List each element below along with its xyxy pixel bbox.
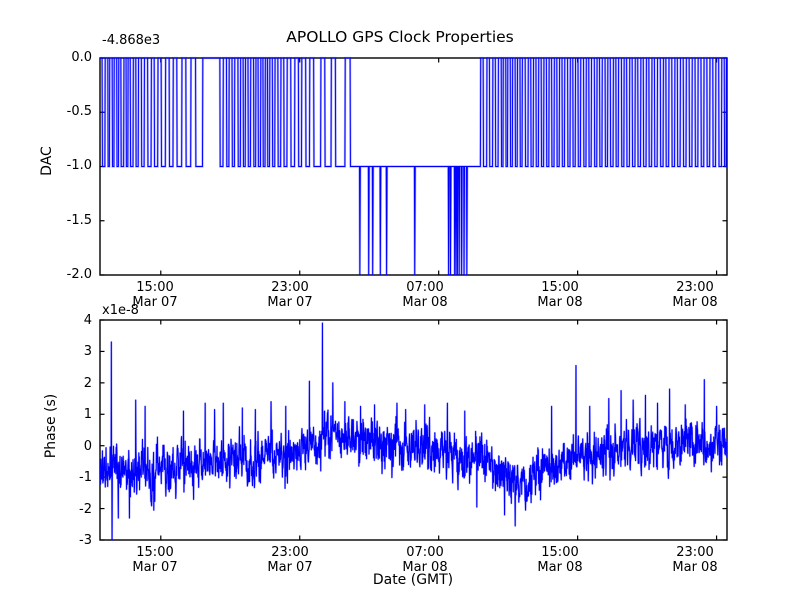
dac-data-line [100, 56, 728, 276]
dac-xtick-4-time: 23:00 [676, 280, 714, 295]
phase-ytick-5: -1 [79, 470, 92, 485]
phase-ytick-0: 4 [83, 313, 92, 328]
dac-ytick-4: -2.0 [66, 267, 92, 282]
phase-ytick-3: 1 [83, 407, 92, 422]
phase-data-line [99, 322, 728, 541]
phase-y-exponent-text: x1e-8 [102, 303, 139, 318]
phase-xtick-0-date: Mar 07 [132, 560, 178, 575]
phase-ytick-7: -3 [79, 533, 92, 548]
dac-xtick-1-date: Mar 07 [267, 295, 313, 310]
phase-xtick-4-time: 23:00 [676, 545, 714, 560]
phase-xtick-3-time: 15:00 [541, 545, 579, 560]
dac-ytick-2: -1.0 [66, 158, 92, 173]
dac-xtick-0-time: 15:00 [136, 280, 174, 295]
phase-xtick-1-time: 23:00 [271, 545, 309, 560]
dac-ytick-1: -0.5 [66, 104, 92, 119]
dac-xtick-0-date: Mar 07 [132, 295, 178, 310]
phase-xtick-2-time: 07:00 [406, 545, 444, 560]
phase-xtick-0-time: 15:00 [136, 545, 174, 560]
phase-ytick-4: 0 [83, 439, 92, 454]
dac-xtick-3-date: Mar 08 [537, 295, 583, 310]
dac-xtick-4-date: Mar 08 [672, 295, 718, 310]
chart-title: APOLLO GPS Clock Properties [286, 28, 514, 46]
dac-xtick-1-time: 23:00 [271, 280, 309, 295]
dac-xtick-2-time: 07:00 [406, 280, 444, 295]
dac-y-offset-text: -4.868e3 [102, 33, 161, 48]
phase-ytick-6: -2 [79, 502, 92, 517]
phase-ytick-1: 3 [83, 344, 92, 359]
phase-xtick-3-date: Mar 08 [537, 560, 583, 575]
phase-xtick-1-date: Mar 07 [267, 560, 313, 575]
dac-xtick-2-date: Mar 08 [402, 295, 448, 310]
phase-x-axis-label: Date (GMT) [372, 572, 454, 588]
phase-xtick-2-date: Mar 08 [402, 560, 448, 575]
phase-xtick-4-date: Mar 08 [672, 560, 718, 575]
dac-ytick-0: 0.0 [71, 50, 92, 65]
dac-ytick-3: -1.5 [66, 213, 92, 228]
dac-xtick-3-time: 15:00 [541, 280, 579, 295]
phase-ytick-2: 2 [83, 376, 92, 391]
